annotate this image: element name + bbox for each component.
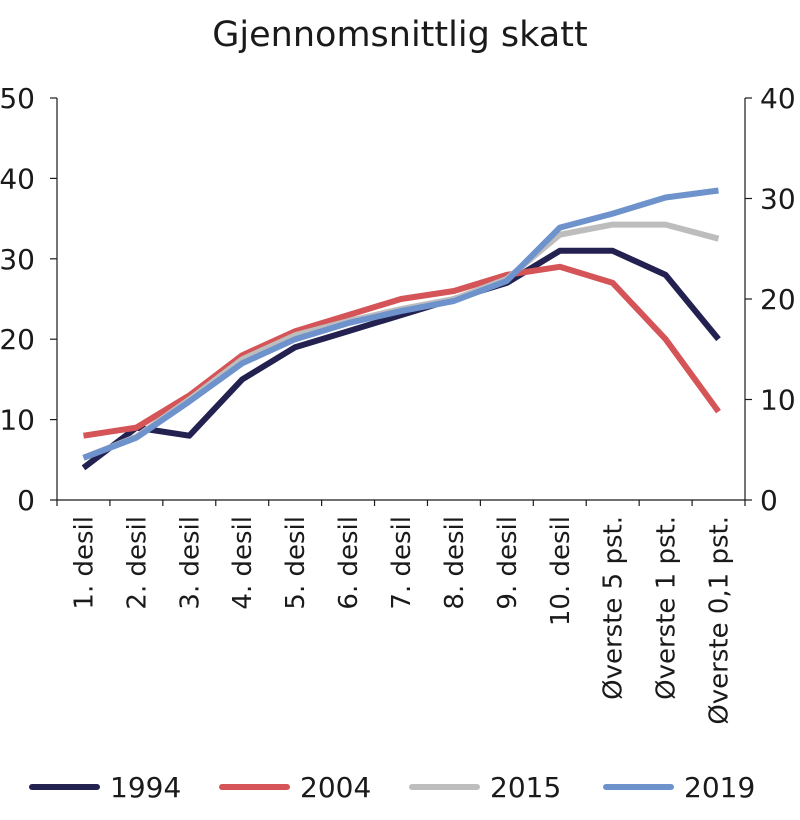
y-left-tick-label: 20 [0,323,35,356]
y-right-tick-label: 30 [760,183,796,216]
series-line-2015 [82,221,720,461]
y-left-tick-label: 30 [0,243,35,276]
y-right-tick-label: 10 [760,384,796,417]
series-line-2004 [83,263,721,439]
category-label: 4. desil [228,516,258,610]
category-label: 9. desil [493,516,523,610]
y-left-tick-label: 40 [0,162,35,195]
series-lines [81,187,721,471]
category-label: Øverste 5 pst. [599,516,629,700]
axes: 0 10 20 30 40 50 0 10 20 30 40 [0,82,796,517]
category-label: 6. desil [334,516,364,610]
y-left-tick-label: 10 [0,404,35,437]
y-left-tick-label: 50 [0,82,35,115]
y-right-tick-label: 40 [760,82,796,115]
legend-label-2019: 2019 [684,771,755,804]
legend-label-1994: 1994 [110,771,181,804]
category-label: 8. desil [440,516,470,610]
y-left-tick-label: 0 [17,484,35,517]
category-label: Øverste 1 pst. [652,516,682,700]
legend-label-2004: 2004 [300,771,371,804]
category-label: Øverste 0,1 pst. [705,516,735,725]
legend: 1994 2004 2015 2019 [29,771,755,804]
series-line-1994 [81,247,721,471]
category-labels: 1. desil 2. desil 3. desil 4. desil 5. desil… [70,516,735,725]
legend-label-2015: 2015 [490,771,561,804]
chart-title: Gjennomsnittlig skatt [212,15,587,55]
category-label: 3. desil [175,516,205,610]
y-right-tick-label: 0 [760,484,778,517]
category-label: 1. desil [70,516,100,610]
category-label: 10. desil [546,516,576,626]
y-right-tick-label: 20 [760,283,796,316]
series-line-2019 [82,187,719,461]
category-label: 2. desil [122,516,152,610]
category-label: 7. desil [387,516,417,610]
category-label: 5. desil [281,516,311,610]
